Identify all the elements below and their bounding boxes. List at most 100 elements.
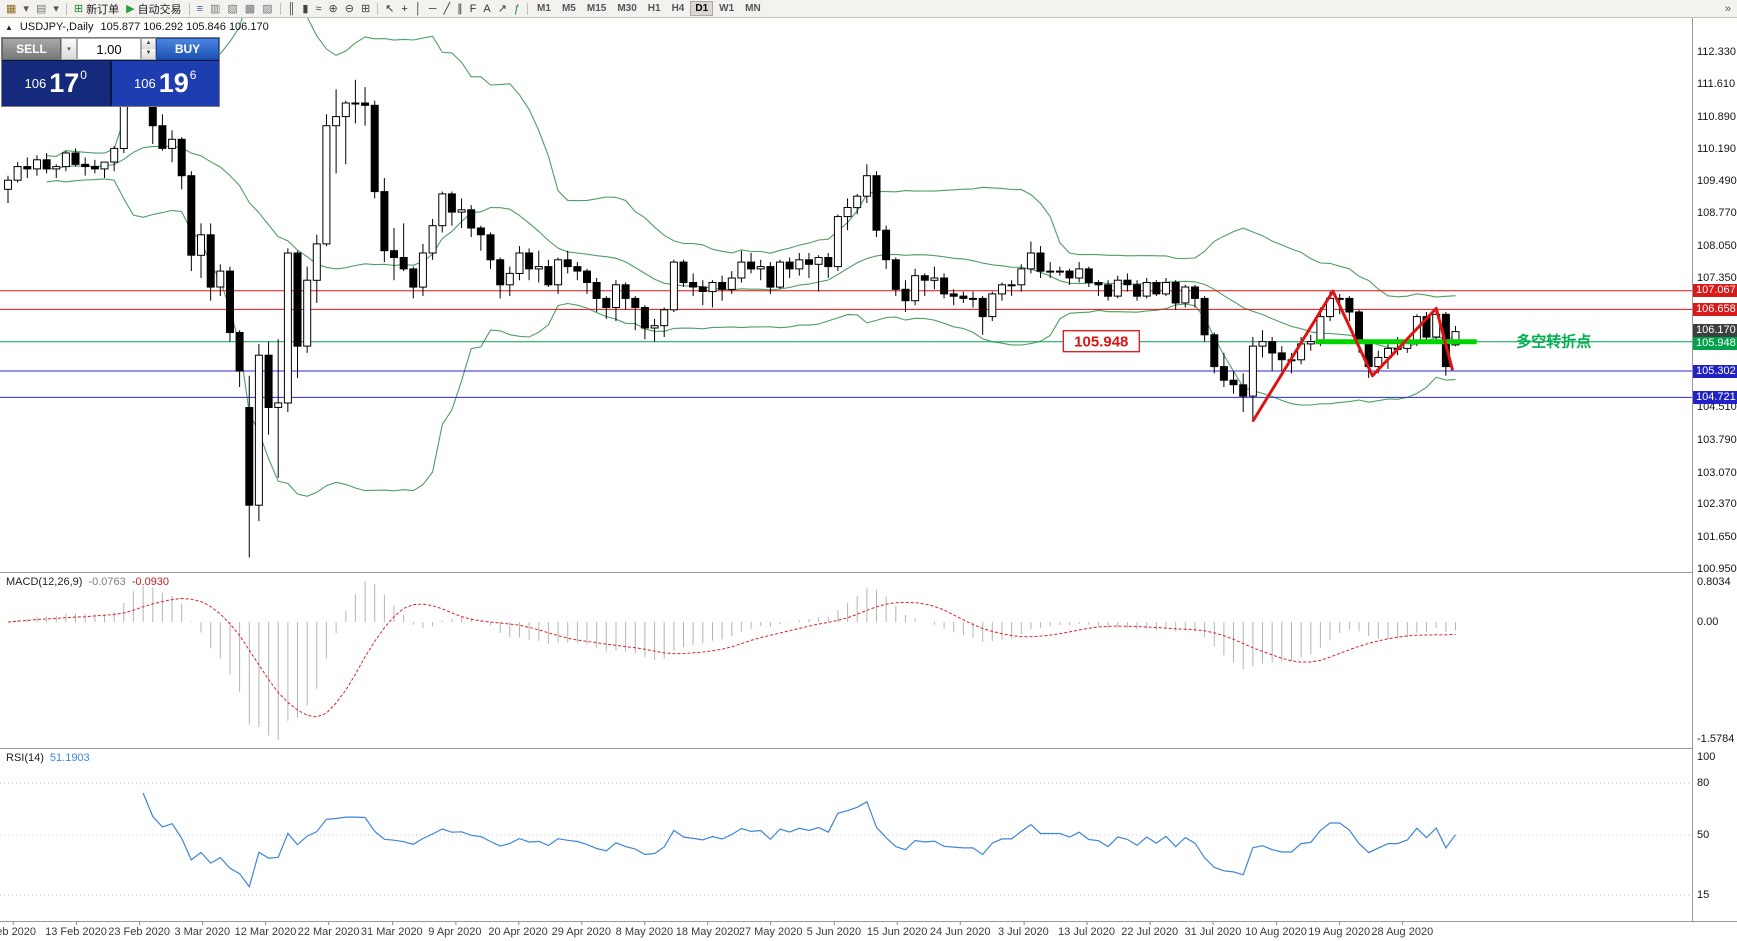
horizontal-line-button[interactable]: ─ bbox=[426, 1, 440, 17]
time-axis-label: 22 Jul 2020 bbox=[1121, 922, 1179, 938]
ohlc-readout: 105.877 106.292 105.846 106.170 bbox=[100, 21, 269, 33]
price-axis-tick: 110.890 bbox=[1697, 111, 1736, 124]
trendline-button[interactable]: ╱ bbox=[441, 1, 454, 17]
volume-decrease-icon[interactable]: ▼ bbox=[142, 49, 155, 59]
time-axis-label: 27 May 2020 bbox=[738, 922, 803, 938]
profiles-button[interactable]: ▤ bbox=[33, 1, 49, 17]
time-axis-label: 13 Jul 2020 bbox=[1058, 922, 1115, 938]
time-axis-label: 5 Jun 2020 bbox=[806, 922, 862, 938]
data-window-button[interactable]: ▥ bbox=[207, 1, 223, 17]
timeframe-m1-button[interactable]: M1 bbox=[537, 3, 551, 14]
channel-button[interactable]: ∥ bbox=[454, 1, 466, 17]
autotrading-button-label: 自动交易 bbox=[137, 3, 182, 16]
trade-prices-row: 106 17 0 106 19 6 bbox=[2, 60, 219, 106]
macd-indicator-canvas[interactable] bbox=[0, 573, 1692, 748]
price-chart-canvas[interactable]: 105.948 多空转折点 bbox=[0, 18, 1692, 572]
time-axis-label: 19 Aug 2020 bbox=[1308, 922, 1371, 938]
crosshair-button[interactable]: + bbox=[398, 1, 410, 17]
symbol-title-bar: ▲ USDJPY-,Daily 105.877 106.292 105.846 … bbox=[5, 21, 269, 33]
volume-increase-icon[interactable]: ▲ bbox=[142, 39, 155, 49]
price-level-label: 105.948 bbox=[1693, 336, 1737, 350]
toolbar-overflow-button[interactable]: » bbox=[1722, 1, 1734, 17]
symbol-name: USDJPY-,Daily bbox=[19, 21, 94, 33]
time-axis-label: 15 Jun 2020 bbox=[866, 922, 928, 938]
profiles-icon: ▤ bbox=[35, 2, 47, 15]
zoom-in-button[interactable]: ⊕ bbox=[326, 1, 341, 17]
terminal-button[interactable]: ▩ bbox=[242, 1, 258, 17]
sell-price-display[interactable]: 106 17 0 bbox=[2, 61, 110, 106]
new-order-button[interactable]: ⊞ 新订单 bbox=[71, 1, 122, 17]
price-annotation-box[interactable] bbox=[1062, 330, 1140, 353]
panel-separator[interactable] bbox=[0, 572, 1737, 573]
arrows-button[interactable]: ↗ bbox=[495, 1, 510, 17]
strategy-tester-button[interactable]: ▨ bbox=[259, 1, 275, 17]
fibonacci-button[interactable]: F bbox=[467, 1, 480, 17]
text-button[interactable]: A bbox=[480, 1, 493, 17]
cursor-button[interactable]: ↖ bbox=[382, 1, 397, 17]
candlestick-chart-button[interactable]: ▮ bbox=[299, 1, 311, 17]
time-axis-label: Feb 2020 bbox=[0, 922, 36, 938]
volume-dropdown-button[interactable]: ▾ bbox=[61, 38, 77, 60]
bar-chart-button[interactable]: ║ bbox=[285, 1, 299, 17]
timeframe-h1-button[interactable]: H1 bbox=[647, 3, 661, 14]
indicators-icon: ƒ bbox=[513, 2, 521, 15]
bar-chart-icon: ║ bbox=[287, 2, 296, 15]
time-axis-label: 31 Jul 2020 bbox=[1184, 922, 1242, 938]
candlestick-chart-icon: ▮ bbox=[302, 2, 309, 15]
trade-buttons-row: SELL ▾ ▲ ▼ BUY bbox=[2, 38, 219, 60]
macd-signal-line bbox=[7, 597, 1456, 718]
price-axis[interactable]: 112.330 111.610 110.890 110.190 109.490 108.7… bbox=[1692, 18, 1737, 921]
trend-zigzag-lines[interactable] bbox=[1251, 289, 1455, 422]
timeframe-m5-button[interactable]: M5 bbox=[561, 3, 576, 14]
line-chart-button[interactable]: ≈ bbox=[312, 1, 324, 17]
price-level-label: 107.067 bbox=[1693, 284, 1737, 298]
new-chart-button[interactable]: ▦ bbox=[3, 1, 19, 17]
chart-dropdown-button[interactable]: ▾ bbox=[20, 1, 32, 17]
price-axis-tick: 104.510 bbox=[1697, 401, 1737, 413]
terminal-icon: ▩ bbox=[244, 2, 256, 15]
volume-spinner[interactable]: ▲ ▼ bbox=[141, 38, 156, 60]
price-level-label: 104.721 bbox=[1693, 390, 1737, 404]
market-watch-button[interactable]: ≡ bbox=[194, 1, 206, 17]
time-axis-label: 3 Jul 2020 bbox=[998, 922, 1049, 938]
one-click-trading-panel: SELL ▾ ▲ ▼ BUY 106 17 0 106 19 6 bbox=[1, 37, 220, 107]
tile-windows-button[interactable]: ⊞ bbox=[358, 1, 373, 17]
toolbar-separator bbox=[65, 2, 67, 15]
timeframe-mn-button[interactable]: MN bbox=[745, 3, 761, 14]
timeframe-w1-button[interactable]: W1 bbox=[719, 3, 735, 14]
trendline-icon: ╱ bbox=[443, 2, 451, 15]
toolbar-overflow-icon: » bbox=[1724, 2, 1731, 15]
zoom-out-button[interactable]: ⊖ bbox=[342, 1, 357, 17]
indicators-button[interactable]: ƒ bbox=[511, 1, 523, 17]
price-axis-tick: 100.950 bbox=[1697, 562, 1737, 575]
timeframe-m30-button[interactable]: M30 bbox=[617, 3, 637, 14]
navigator-button[interactable]: ▧ bbox=[224, 1, 240, 17]
panel-separator[interactable] bbox=[0, 748, 1737, 749]
bollinger-bands bbox=[46, 18, 1456, 497]
new-order-button-label: 新订单 bbox=[86, 3, 120, 16]
volume-input[interactable] bbox=[77, 38, 141, 60]
autotrading-button[interactable]: ▶ 自动交易 bbox=[123, 1, 184, 17]
price-axis-tick: 108.050 bbox=[1697, 240, 1737, 253]
toolbar-separator bbox=[279, 2, 281, 15]
panel-separator[interactable] bbox=[0, 921, 1737, 922]
collapse-arrow-icon[interactable]: ▲ bbox=[5, 22, 13, 32]
price-axis-tick: 112.330 bbox=[1697, 45, 1736, 58]
rsi-indicator-canvas[interactable] bbox=[0, 749, 1692, 921]
buy-button[interactable]: BUY bbox=[156, 38, 219, 60]
turning-point-note-text[interactable]: 多空转折点 bbox=[1516, 333, 1591, 351]
sell-button[interactable]: SELL bbox=[2, 38, 61, 60]
timeframe-h4-button[interactable]: H4 bbox=[671, 3, 685, 14]
data-window-icon: ▥ bbox=[209, 2, 221, 15]
buy-price-display[interactable]: 106 19 6 bbox=[111, 61, 219, 106]
timeframe-d1-button[interactable]: D1 bbox=[690, 1, 714, 16]
profiles-dropdown-button[interactable]: ▾ bbox=[50, 1, 62, 17]
time-axis-label: 10 Aug 2020 bbox=[1245, 922, 1307, 938]
time-axis-label: 28 Aug 2020 bbox=[1371, 922, 1434, 938]
vertical-line-button[interactable]: │ bbox=[412, 1, 425, 17]
price-axis-tick: 101.650 bbox=[1697, 531, 1737, 543]
sell-price-point: 0 bbox=[80, 68, 87, 82]
navigator-icon: ▧ bbox=[227, 2, 238, 15]
timeframe-m15-button[interactable]: M15 bbox=[586, 3, 607, 14]
